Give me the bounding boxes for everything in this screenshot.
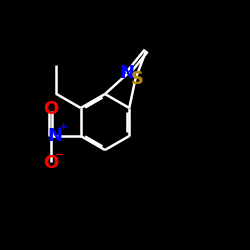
Text: N: N bbox=[47, 127, 62, 145]
Text: O: O bbox=[43, 100, 59, 117]
Text: O: O bbox=[43, 154, 59, 172]
Text: −: − bbox=[55, 150, 64, 160]
Text: N: N bbox=[120, 64, 135, 82]
Text: S: S bbox=[131, 70, 144, 88]
Text: +: + bbox=[59, 122, 69, 132]
